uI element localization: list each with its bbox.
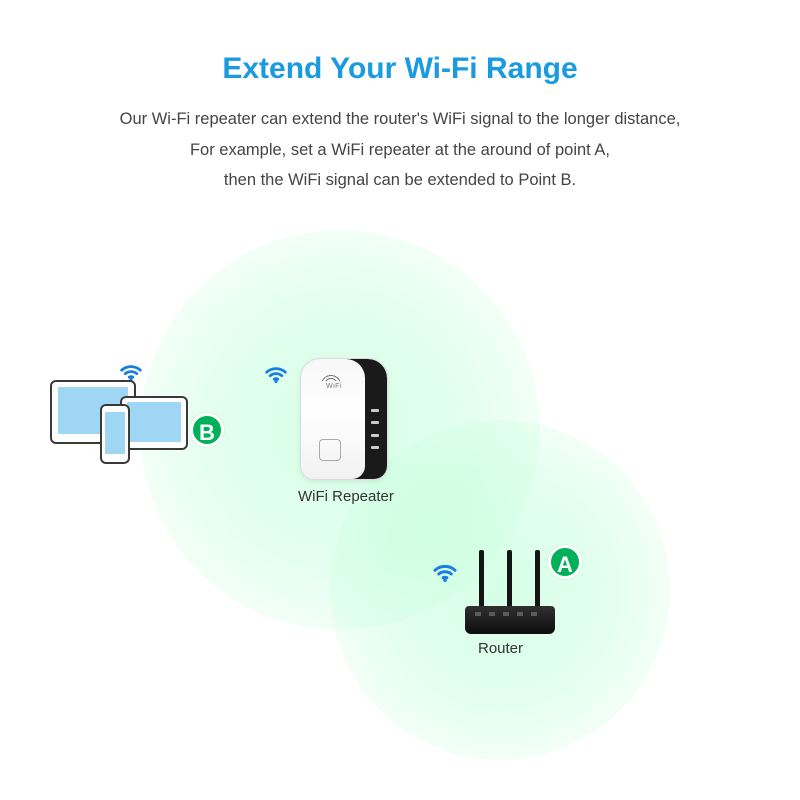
point-b-badge: B xyxy=(190,413,224,447)
description-block: Our Wi-Fi repeater can extend the router… xyxy=(0,86,800,196)
repeater-device: WiFi xyxy=(300,358,388,480)
repeater-leds xyxy=(371,409,381,449)
phone-device xyxy=(100,404,130,464)
page-title: Extend Your Wi-Fi Range xyxy=(0,0,800,86)
point-b-devices xyxy=(50,380,200,470)
description-line-3: then the WiFi signal can be extended to … xyxy=(0,165,800,196)
tablet-device xyxy=(120,396,188,450)
repeater-wps-button xyxy=(319,439,341,461)
point-a-badge: A xyxy=(548,545,582,579)
router-label: Router xyxy=(478,640,523,657)
router-antenna xyxy=(479,550,484,612)
description-line-1: Our Wi-Fi repeater can extend the router… xyxy=(0,104,800,135)
coverage-diagram: A Router WiFi WiFi Repeater B xyxy=(0,240,800,800)
router-base xyxy=(465,606,555,634)
wifi-icon xyxy=(262,357,292,387)
router-antenna xyxy=(535,550,540,612)
repeater-top-text: WiFi xyxy=(301,383,367,390)
router-antenna xyxy=(507,550,512,612)
wifi-icon xyxy=(430,554,460,584)
description-line-2: For example, set a WiFi repeater at the … xyxy=(0,135,800,166)
repeater-label: WiFi Repeater xyxy=(298,488,394,505)
